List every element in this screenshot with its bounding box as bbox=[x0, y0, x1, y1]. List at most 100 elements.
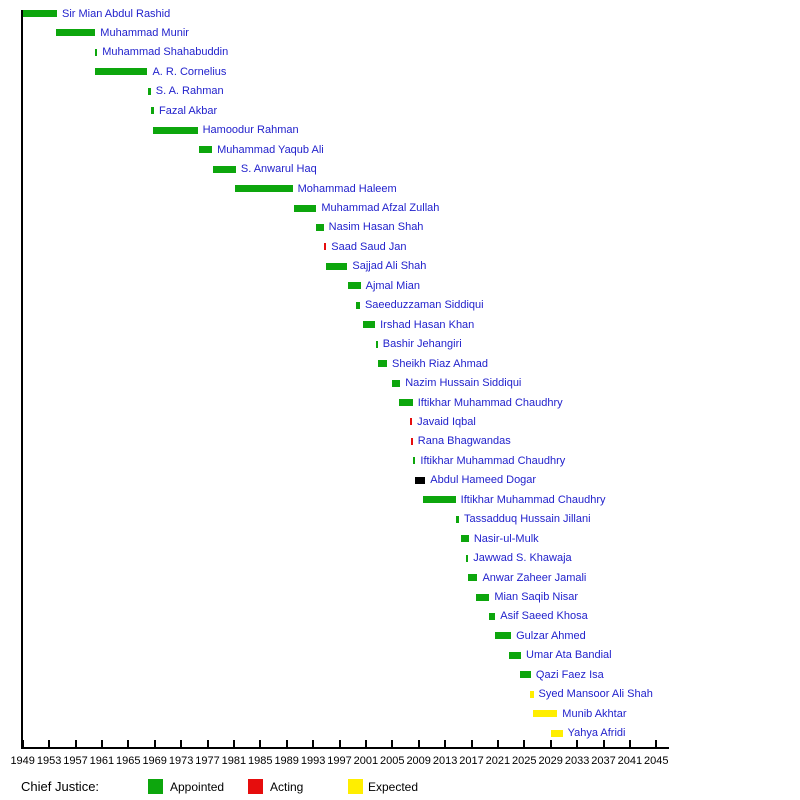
axis-tick-label: 1965 bbox=[116, 755, 141, 767]
x-axis-line bbox=[21, 747, 669, 749]
axis-tick bbox=[496, 740, 499, 747]
justice-name-label: Qazi Faez Isa bbox=[535, 668, 604, 681]
justice-name-label: Muhammad Yaqub Ali bbox=[217, 143, 324, 156]
legend-swatch-appointed bbox=[148, 779, 163, 794]
justice-name-label: Nasir-ul-Mulk bbox=[473, 532, 539, 545]
justice-name-label: Muhammad Shahabuddin bbox=[102, 46, 229, 59]
justice-name-label: Javaid Iqbal bbox=[417, 415, 476, 428]
legend-swatch-expected bbox=[348, 779, 363, 794]
tenure-bar bbox=[455, 515, 459, 523]
justice-name-label: Jawwad S. Khawaja bbox=[473, 552, 572, 565]
tenure-bar bbox=[198, 146, 213, 154]
tenure-bar bbox=[460, 535, 469, 543]
axis-tick-label: 1973 bbox=[168, 755, 194, 767]
axis-tick bbox=[470, 740, 473, 747]
axis-tick-label: 1957 bbox=[63, 755, 88, 767]
legend-label-acting: Acting bbox=[270, 780, 304, 794]
axis-tick-label: 1993 bbox=[300, 755, 326, 767]
axis-tick-label: 2033 bbox=[564, 755, 590, 767]
axis-tick-label: 2017 bbox=[459, 755, 484, 767]
justice-name-label: Hamoodur Rahman bbox=[202, 124, 299, 137]
justice-name-label: Iftikhar Muhammad Chaudhry bbox=[417, 396, 563, 409]
tenure-bar bbox=[410, 437, 413, 445]
justice-name-label: Mohammad Haleem bbox=[297, 182, 397, 195]
axis-tick bbox=[232, 740, 235, 747]
tenure-bar bbox=[466, 554, 469, 562]
axis-tick-label: 1981 bbox=[221, 755, 247, 767]
justice-name-label: Munib Akhtar bbox=[562, 707, 627, 720]
axis-tick bbox=[21, 740, 24, 747]
tenure-bar bbox=[476, 593, 490, 601]
tenure-bar bbox=[356, 301, 360, 309]
axis-tick-label: 2021 bbox=[485, 755, 511, 767]
tenure-bar bbox=[323, 243, 327, 251]
tenure-bar bbox=[151, 107, 155, 115]
justice-name-label: Sheikh Riaz Ahmad bbox=[392, 357, 489, 370]
axis-tick-label: 2009 bbox=[406, 755, 431, 767]
axis-tick bbox=[338, 740, 341, 747]
tenure-bar bbox=[213, 165, 236, 173]
justice-name-label: Iftikhar Muhammad Chaudhry bbox=[420, 454, 566, 467]
justice-name-label: Fazal Akbar bbox=[159, 104, 218, 117]
tenure-bar bbox=[56, 29, 96, 37]
axis-tick-label: 1961 bbox=[89, 755, 115, 767]
legend-title: Chief Justice: bbox=[21, 779, 100, 794]
legend: Chief Justice: Appointed Acting Expected bbox=[0, 778, 800, 798]
justice-name-label: Nazim Hussain Siddiqui bbox=[405, 377, 522, 390]
axis-tick-label: 1977 bbox=[195, 755, 220, 767]
axis-tick bbox=[48, 740, 51, 747]
tenure-bar bbox=[410, 418, 413, 426]
justice-name-label: S. Anwarul Haq bbox=[240, 163, 317, 176]
axis-tick bbox=[100, 740, 103, 747]
justice-name-label: Gulzar Ahmed bbox=[516, 629, 586, 642]
axis-tick bbox=[259, 740, 262, 747]
justice-name-label: Nasim Hasan Shah bbox=[328, 221, 424, 234]
tenure-bar bbox=[532, 710, 558, 718]
axis-tick-label: 1985 bbox=[248, 755, 273, 767]
axis-tick-label: 1969 bbox=[142, 755, 167, 767]
justice-name-label: Abdul Hameed Dogar bbox=[430, 474, 537, 487]
justice-name-label: Muhammad Munir bbox=[100, 26, 189, 39]
axis-tick-label: 1949 bbox=[10, 755, 35, 767]
tenure-bar bbox=[412, 457, 416, 465]
tenure-bar bbox=[325, 262, 348, 270]
axis-tick bbox=[153, 740, 156, 747]
tenure-bar bbox=[509, 651, 521, 659]
tenure-bar bbox=[529, 690, 534, 698]
tenure-bar bbox=[391, 379, 401, 387]
tenure-bar bbox=[468, 574, 478, 582]
axis-tick-label: 1989 bbox=[274, 755, 299, 767]
axis-tick bbox=[655, 740, 658, 747]
legend-label-appointed: Appointed bbox=[170, 780, 225, 794]
justice-name-label: Syed Mansoor Ali Shah bbox=[538, 688, 653, 701]
justice-name-label: Iftikhar Muhammad Chaudhry bbox=[460, 493, 606, 506]
legend-swatch-acting bbox=[248, 779, 263, 794]
axis-tick bbox=[312, 740, 315, 747]
axis-tick-label: 2037 bbox=[591, 755, 616, 767]
axis-tick-label: 2045 bbox=[644, 755, 669, 767]
axis-tick bbox=[391, 740, 394, 747]
justice-name-label: Irshad Hasan Khan bbox=[380, 318, 475, 331]
justice-name-label: Sajjad Ali Shah bbox=[352, 260, 427, 273]
tenure-bar bbox=[375, 340, 378, 348]
axis-tick bbox=[285, 740, 288, 747]
axis-tick bbox=[364, 740, 367, 747]
justice-name-label: Ajmal Mian bbox=[365, 279, 421, 292]
axis-tick bbox=[417, 740, 420, 747]
justice-name-label: Bashir Jehangiri bbox=[382, 338, 462, 351]
tenure-bar bbox=[495, 632, 512, 640]
justice-name-label: Anwar Zaheer Jamali bbox=[482, 571, 587, 584]
axis-tick bbox=[180, 740, 183, 747]
axis-tick-label: 2013 bbox=[432, 755, 458, 767]
tenure-bar bbox=[348, 282, 361, 290]
justice-name-label: Tassadduq Hussain Jillani bbox=[463, 513, 591, 526]
axis-tick-label: 2001 bbox=[353, 755, 379, 767]
axis-tick-label: 2005 bbox=[380, 755, 405, 767]
tenure-bar bbox=[550, 729, 563, 737]
justice-name-label: Yahya Afridi bbox=[567, 727, 626, 740]
justice-name-label: Umar Ata Bandial bbox=[526, 649, 612, 662]
axis-tick bbox=[628, 740, 631, 747]
justice-name-label: Sir Mian Abdul Rashid bbox=[62, 7, 171, 20]
axis-tick bbox=[206, 740, 209, 747]
